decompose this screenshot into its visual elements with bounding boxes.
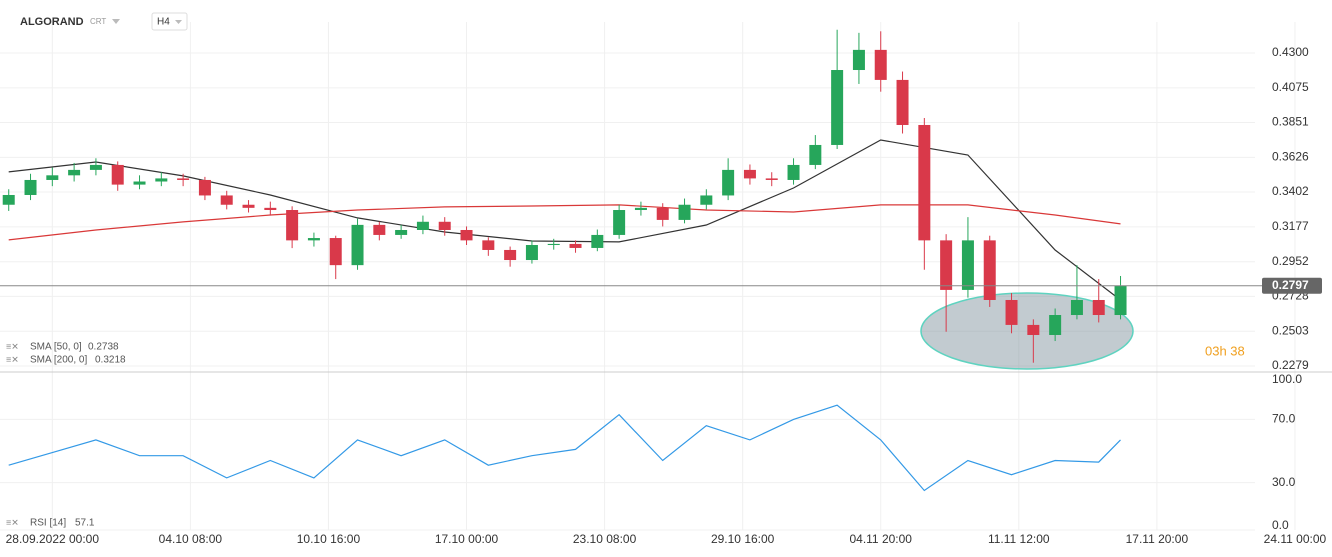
y-tick-label: 30.0 bbox=[1272, 475, 1296, 489]
candle-body bbox=[983, 240, 996, 300]
candle-body bbox=[525, 245, 538, 261]
x-tick-label: 28.09.2022 00:00 bbox=[6, 532, 100, 546]
candle-body bbox=[852, 49, 865, 71]
candle-body bbox=[177, 178, 190, 180]
candle-body bbox=[1070, 299, 1083, 316]
candle-body bbox=[569, 243, 582, 248]
candle-body bbox=[351, 224, 364, 266]
x-tick-label: 17.10 00:00 bbox=[435, 532, 499, 546]
legend-icon: ≡✕ bbox=[6, 517, 19, 527]
last-price-box bbox=[1262, 277, 1322, 294]
candle-body bbox=[547, 243, 560, 246]
candle-body bbox=[896, 79, 909, 125]
candle-body bbox=[1092, 299, 1105, 316]
candle-body bbox=[24, 179, 37, 195]
x-tick-label: 11.11 12:00 bbox=[988, 532, 1050, 546]
candle-body bbox=[874, 49, 887, 80]
candle-body bbox=[722, 169, 735, 196]
interval-dropdown-icon[interactable] bbox=[175, 20, 182, 24]
candle-body bbox=[198, 179, 211, 196]
candle-body bbox=[634, 207, 647, 211]
last-price-label: 0.2797 bbox=[1272, 278, 1309, 292]
candle-body bbox=[329, 238, 342, 266]
x-tick-label: 24.11 00:00 bbox=[1264, 532, 1327, 546]
legend-icon: ≡✕ bbox=[6, 341, 19, 351]
y-tick-label: 0.3177 bbox=[1272, 219, 1309, 233]
y-tick-label: 0.2503 bbox=[1272, 323, 1309, 337]
candle-body bbox=[438, 221, 451, 230]
candle-body bbox=[1049, 315, 1062, 335]
symbol: ALGORAND bbox=[20, 16, 84, 28]
series-line bbox=[8, 404, 1121, 492]
candle-body bbox=[155, 178, 168, 182]
legend-name: SMA [200, 0] bbox=[30, 355, 87, 366]
x-tick-label: 04.11 20:00 bbox=[849, 532, 912, 546]
x-tick-label: 17.11 20:00 bbox=[1126, 532, 1189, 546]
candle-body bbox=[242, 204, 255, 208]
candle-body bbox=[89, 164, 102, 170]
candle-body bbox=[220, 195, 233, 205]
candle-body bbox=[1005, 299, 1018, 325]
countdown: 03h 38 bbox=[1205, 343, 1245, 358]
candle-body bbox=[373, 224, 386, 235]
legend-value: 57.1 bbox=[75, 518, 95, 529]
y-tick-label: 100.0 bbox=[1272, 372, 1302, 386]
legend-icon: ≡✕ bbox=[6, 354, 19, 364]
x-tick-label: 04.10 08:00 bbox=[159, 532, 223, 546]
candle-body bbox=[940, 240, 953, 290]
legend-name: SMA [50, 0] bbox=[30, 342, 82, 353]
candle-body bbox=[307, 238, 320, 241]
candle-body bbox=[656, 207, 669, 220]
y-tick-label: 0.0 bbox=[1272, 518, 1289, 532]
candle-body bbox=[765, 178, 778, 180]
candle-body bbox=[133, 181, 146, 185]
y-tick-label: 0.2279 bbox=[1272, 358, 1309, 372]
candle-body bbox=[286, 210, 299, 241]
candle-body bbox=[1027, 324, 1040, 335]
candle-body bbox=[613, 210, 626, 235]
candle-body bbox=[504, 249, 517, 261]
candle-body bbox=[678, 204, 691, 220]
legend-name: RSI [14] bbox=[30, 518, 66, 529]
candle-body bbox=[2, 194, 15, 205]
candle-body bbox=[264, 207, 277, 211]
y-tick-label: 0.2952 bbox=[1272, 254, 1309, 268]
candle-body bbox=[416, 221, 429, 230]
candle-body bbox=[831, 70, 844, 145]
y-tick-label: 0.4300 bbox=[1272, 45, 1309, 59]
candle-body bbox=[46, 175, 59, 180]
y-tick-label: 0.3402 bbox=[1272, 184, 1309, 198]
series-line bbox=[8, 204, 1121, 241]
legend-value: 0.3218 bbox=[95, 355, 126, 366]
candle-body bbox=[591, 234, 604, 248]
candle-body bbox=[460, 229, 473, 241]
interval[interactable]: H4 bbox=[157, 17, 170, 28]
candle-body bbox=[743, 169, 756, 179]
market[interactable]: CRT bbox=[90, 17, 106, 26]
x-tick-label: 10.10 16:00 bbox=[297, 532, 361, 546]
candle-body bbox=[918, 124, 931, 241]
marks-layer bbox=[2, 29, 1127, 492]
candle-body bbox=[1114, 285, 1127, 316]
x-tick-label: 29.10 16:00 bbox=[711, 532, 775, 546]
legend-value: 0.2738 bbox=[88, 342, 119, 353]
candle-body bbox=[482, 240, 495, 250]
y-tick-label: 0.3626 bbox=[1272, 150, 1309, 164]
candle-body bbox=[68, 169, 81, 176]
candle-body bbox=[961, 240, 974, 290]
interval-box[interactable] bbox=[151, 12, 188, 31]
candle-body bbox=[395, 229, 408, 235]
market-dropdown-icon[interactable] bbox=[112, 19, 120, 24]
candle-body bbox=[700, 195, 713, 205]
y-tick-label: 0.4075 bbox=[1272, 80, 1309, 94]
y-tick-label: 0.3851 bbox=[1272, 115, 1309, 129]
candle-body bbox=[809, 144, 822, 165]
candle-body bbox=[111, 164, 124, 185]
x-tick-label: 23.10 08:00 bbox=[573, 532, 637, 546]
candle-body bbox=[787, 164, 800, 180]
y-tick-label: 70.0 bbox=[1272, 412, 1296, 426]
